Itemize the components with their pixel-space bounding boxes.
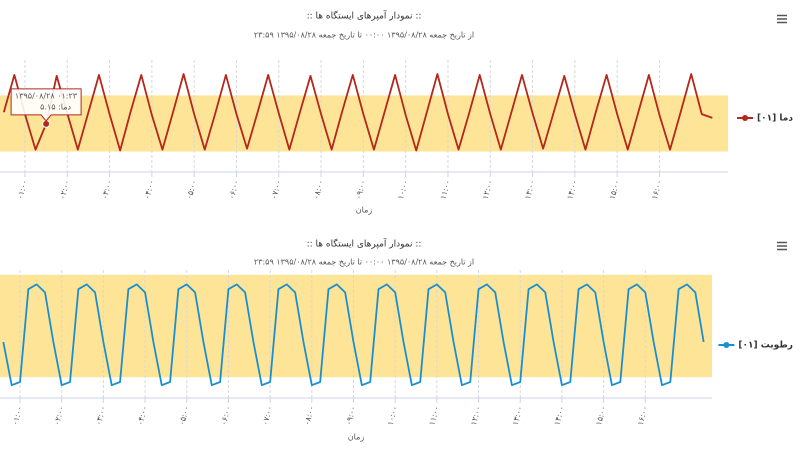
- series-line: [2, 283, 705, 387]
- x-tick-label: ۰۸:۰۰: [312, 179, 326, 201]
- menu-icon[interactable]: [777, 241, 787, 251]
- x-tick-label: ۰۴:۰۰: [136, 405, 150, 427]
- x-tick-label: ۱۱:۰۰: [427, 405, 441, 427]
- x-tick-label: ۱۲:۰۰: [469, 405, 483, 427]
- x-tick-label: ۱۰:۰۰: [396, 179, 410, 201]
- legend-label: رطوبت [۰۱]: [738, 341, 793, 351]
- plot-band: [0, 95, 728, 152]
- tooltip-title: ۱۳۹۵/۰۸/۲۸ ۰۱:۲۳: [15, 91, 78, 100]
- series-line: [2, 73, 713, 152]
- x-tick-label: ۱۶:۰۰: [636, 405, 650, 427]
- x-tick-label: ۰۷:۰۰: [261, 405, 275, 427]
- x-tick-label: ۰۳:۰۰: [100, 179, 114, 201]
- x-tick-label: ۱۰:۰۰: [386, 405, 400, 427]
- chart-title: :: نمودار آمپرهای ایستگاه ها ::: [307, 10, 422, 22]
- legend-label: دما [۰۱]: [757, 114, 793, 124]
- x-tick-label: ۱۱:۰۰: [438, 179, 452, 201]
- x-tick-label: ۱۳:۰۰: [511, 405, 525, 427]
- chart-subtitle: از تاریخ جمعه ۱۳۹۵/۰۸/۲۸ ۰۰:۰۰ تا تاریخ …: [254, 31, 474, 40]
- x-tick-label: ۰۵:۰۰: [185, 179, 199, 201]
- x-tick-label: ۰۶:۰۰: [227, 179, 241, 201]
- x-tick-label: ۰۶:۰۰: [219, 405, 233, 427]
- x-axis-title: زمان: [348, 433, 365, 442]
- x-tick-label: ۱۳:۰۰: [523, 179, 537, 201]
- menu-button[interactable]: [776, 240, 788, 252]
- x-tick-label: ۰۹:۰۰: [354, 179, 368, 201]
- menu-icon[interactable]: [777, 14, 787, 24]
- chart: :: نمودار آمپرهای ایستگاه ها ::از تاریخ …: [0, 10, 793, 215]
- x-tick-label: ۱۵:۰۰: [608, 179, 622, 201]
- tooltip-box: [10, 88, 82, 122]
- chart-subtitle: از تاریخ جمعه ۱۳۹۵/۰۸/۲۸ ۰۰:۰۰ تا تاریخ …: [254, 258, 474, 267]
- x-tick-label: ۱۶:۰۰: [650, 179, 664, 201]
- x-tick-label: ۱۲:۰۰: [481, 179, 495, 201]
- x-tick-label: ۰۱:۰۰: [15, 179, 29, 201]
- x-tick-label: ۰۵:۰۰: [177, 405, 191, 427]
- x-tick-label: ۰۸:۰۰: [302, 405, 316, 427]
- legend-symbol-marker: [742, 115, 749, 121]
- x-tick-label: ۰۴:۰۰: [142, 179, 156, 201]
- chart-title: :: نمودار آمپرهای ایستگاه ها ::: [307, 238, 422, 250]
- x-tick-label: ۰۹:۰۰: [344, 405, 358, 427]
- x-tick-label: ۰۱:۰۰: [11, 405, 25, 427]
- x-tick-label: ۰۲:۰۰: [52, 405, 66, 427]
- tooltip-text: دما: ۵.۱۵: [40, 102, 71, 111]
- x-tick-label: ۱۴:۰۰: [565, 179, 579, 201]
- x-axis-title: زمان: [356, 206, 373, 215]
- x-tick-label: ۱۵:۰۰: [594, 405, 608, 427]
- plot-band: [0, 274, 712, 378]
- x-tick-label: ۰۳:۰۰: [94, 405, 108, 427]
- menu-button[interactable]: [776, 13, 788, 25]
- x-tick-label: ۰۷:۰۰: [269, 179, 283, 201]
- x-tick-label: ۰۲:۰۰: [58, 179, 72, 201]
- legend-symbol-marker: [723, 342, 730, 348]
- x-tick-label: ۱۴:۰۰: [552, 405, 566, 427]
- chart: :: نمودار آمپرهای ایستگاه ها ::از تاریخ …: [0, 238, 793, 442]
